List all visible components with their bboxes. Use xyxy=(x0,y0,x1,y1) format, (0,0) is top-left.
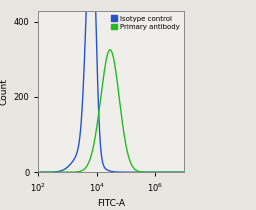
Y-axis label: Count: Count xyxy=(0,78,8,105)
X-axis label: FITC-A: FITC-A xyxy=(97,199,125,208)
Legend: Isotype control, Primary antibody: Isotype control, Primary antibody xyxy=(109,14,181,31)
